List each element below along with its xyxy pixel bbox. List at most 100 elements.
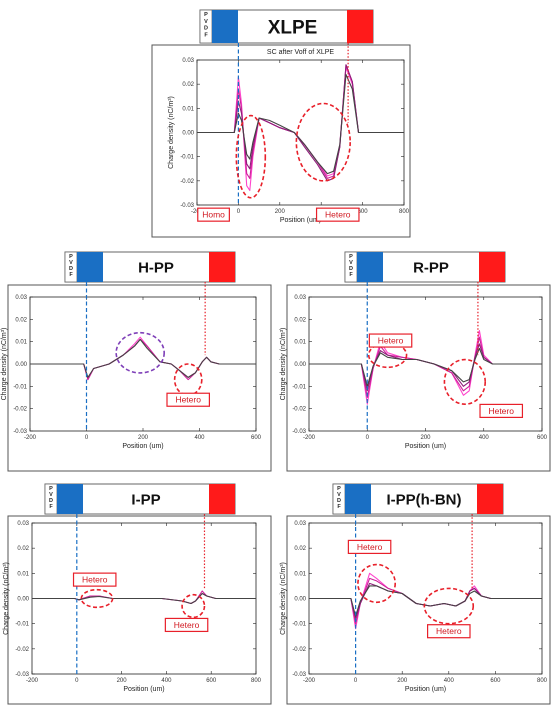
y-tick-label: -0.02 — [292, 407, 306, 413]
x-axis-label: Position (um) — [405, 443, 446, 450]
badge-label: Hetero — [175, 395, 201, 405]
badge-label: Hetero — [82, 575, 108, 585]
annotation-badge: Hetero — [166, 392, 211, 407]
pvdf-letter: D — [204, 26, 208, 32]
pvdf-letter: P — [69, 254, 73, 260]
red-electrode — [209, 252, 235, 282]
blue-electrode — [345, 484, 371, 514]
highlight-ellipse — [357, 563, 397, 604]
annotation-badge: Hetero — [368, 333, 413, 348]
badge-box — [479, 403, 524, 418]
pvdf-letter: P — [204, 12, 208, 18]
x-tick-label: -200 — [26, 678, 39, 684]
y-tick-label: -0.02 — [180, 179, 194, 185]
blue-electrode — [57, 484, 83, 514]
highlight-ellipse — [443, 358, 487, 405]
pvdf-letter: V — [204, 19, 208, 25]
data-series-line — [309, 347, 542, 387]
x-tick-label: 0 — [85, 435, 89, 441]
pvdf-letter: V — [49, 492, 53, 498]
x-tick-label: 400 — [479, 435, 490, 441]
red-electrode — [347, 10, 373, 43]
x-axis-label: Position (um) — [405, 686, 446, 693]
y-tick-label: 0.00 — [15, 362, 27, 368]
data-series-line — [197, 64, 404, 182]
y-tick-label: -0.02 — [15, 647, 29, 653]
pvdf-letter: P — [49, 486, 53, 492]
badge-label: Hetero — [357, 542, 383, 552]
data-series-line — [30, 338, 256, 378]
pvdf-letter: F — [49, 504, 53, 510]
y-tick-label: 0.00 — [182, 131, 194, 137]
y-tick-label: 0.01 — [294, 340, 306, 346]
annotation-badge: Hetero — [427, 624, 471, 639]
sample-title: XLPE — [268, 17, 318, 38]
highlight-ellipse — [235, 114, 267, 199]
x-tick-label: 600 — [490, 678, 501, 684]
badge-box — [164, 617, 209, 633]
hpp-chart-frame — [7, 284, 272, 472]
y-tick-label: -0.01 — [292, 384, 306, 390]
y-tick-label: 0.03 — [294, 521, 306, 527]
annotation-badge: Hetero — [72, 572, 117, 587]
x-tick-label: 800 — [399, 209, 410, 215]
plot-title: SC after Voff of XLPE — [267, 49, 335, 56]
annotation-badge: Hetero — [347, 539, 392, 555]
x-tick-label: 400 — [194, 435, 205, 441]
badge-label: Hetero — [378, 336, 404, 346]
highlight-ellipse — [181, 593, 206, 619]
ipp-chart-frame — [7, 515, 272, 705]
x-tick-label: 0 — [75, 678, 79, 684]
y-tick-label: 0.03 — [294, 295, 306, 301]
x-tick-label: 600 — [358, 209, 369, 215]
pvdf-letter: F — [204, 32, 208, 38]
x-tick-label: -200 — [303, 435, 316, 441]
y-tick-label: 0.01 — [17, 571, 29, 577]
x-tick-label: 600 — [206, 678, 217, 684]
x-tick-label: 200 — [117, 678, 128, 684]
blue-electrode — [357, 252, 383, 282]
x-tick-label: 600 — [537, 435, 548, 441]
ipphbn-chart-frame — [286, 515, 551, 705]
pvdf-letter: D — [49, 498, 53, 504]
badge-label: Hetero — [174, 620, 200, 630]
pvdf-letter: P — [349, 254, 353, 260]
x-tick-label: 200 — [397, 678, 408, 684]
y-tick-label: 0.02 — [182, 82, 194, 88]
y-tick-label: -0.02 — [292, 647, 306, 653]
y-tick-label: -0.01 — [180, 155, 194, 161]
y-tick-label: 0.02 — [17, 546, 29, 552]
y-tick-label: 0.03 — [17, 521, 29, 527]
y-tick-label: 0.01 — [182, 106, 194, 112]
pvdf-letter: V — [349, 260, 353, 266]
x-tick-label: 200 — [420, 435, 431, 441]
sample-title: R-PP — [413, 259, 449, 276]
x-tick-label: 0 — [237, 209, 241, 215]
y-tick-label: 0.02 — [294, 546, 306, 552]
pvdf-letter: V — [337, 492, 341, 498]
y-axis-label: Charge density (nC/m³) — [1, 328, 8, 401]
badge-box — [347, 539, 392, 555]
y-tick-label: 0.01 — [15, 340, 27, 346]
badge-label: Hetero — [325, 210, 351, 220]
data-series-line — [197, 73, 404, 175]
pvdf-letter: F — [337, 504, 341, 510]
pvdf-letter: F — [69, 272, 73, 278]
badge-label: Homo — [202, 210, 225, 220]
data-series-line — [32, 592, 256, 605]
red-electrode — [479, 252, 505, 282]
pvdf-letter: D — [69, 266, 73, 272]
annotation-badge: Hetero — [479, 403, 524, 418]
annotation-badge: Hetero — [315, 207, 360, 222]
y-axis-label: Charge density (nC/m³) — [280, 562, 287, 635]
x-tick-label: 800 — [251, 678, 262, 684]
x-tick-label: 0 — [366, 435, 370, 441]
